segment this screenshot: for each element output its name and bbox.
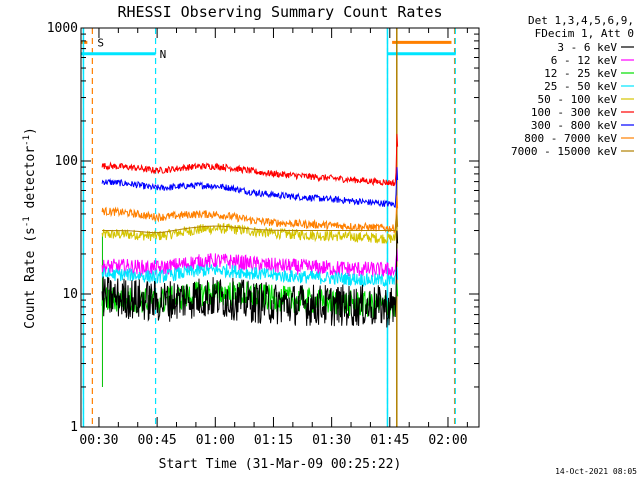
x-tick-label: 01:00 bbox=[196, 433, 235, 448]
y-axis-label-part: detector bbox=[23, 146, 38, 217]
series-line bbox=[101, 167, 399, 208]
chart-title: RHESSI Observing Summary Count Rates bbox=[117, 3, 442, 21]
y-axis-label-sup: -1 bbox=[22, 216, 32, 227]
plot-frame bbox=[80, 27, 480, 428]
series-line bbox=[101, 230, 399, 328]
y-tick-label: 100 bbox=[55, 154, 78, 169]
x-tick-label: 01:30 bbox=[312, 433, 351, 448]
y-axis-label-sup: -1 bbox=[22, 135, 32, 146]
y-axis-ticks: 1 10 100 1000 bbox=[47, 21, 479, 435]
series-line bbox=[102, 213, 399, 234]
x-axis-label: Start Time (31-Mar-09 00:25:22) bbox=[159, 457, 402, 472]
x-tick-label: 01:45 bbox=[370, 433, 409, 448]
marker-layer: SN bbox=[81, 28, 456, 427]
y-tick-label: 10 bbox=[62, 287, 78, 302]
legend-label: 50 - 100 keV bbox=[538, 93, 618, 106]
legend-header-line: FDecim 1, Att 0 bbox=[535, 27, 634, 40]
series-line bbox=[101, 133, 399, 187]
y-tick-label: 1 bbox=[70, 420, 78, 435]
legend-label: 800 - 7000 keV bbox=[524, 132, 617, 145]
x-tick-label: 01:15 bbox=[254, 433, 293, 448]
series-line bbox=[101, 264, 399, 288]
marker-label-s: S bbox=[97, 36, 104, 49]
y-tick-label: 1000 bbox=[47, 21, 78, 36]
legend-label: 100 - 300 keV bbox=[531, 106, 617, 119]
legend-label: 7000 - 15000 keV bbox=[511, 145, 617, 158]
x-tick-label: 00:30 bbox=[79, 433, 118, 448]
x-tick-label: 00:45 bbox=[138, 433, 177, 448]
marker-label-n: N bbox=[160, 48, 167, 61]
timestamp: 14-Oct-2021 08:05 bbox=[555, 467, 637, 476]
series-line bbox=[101, 248, 399, 279]
legend-label: 6 - 12 keV bbox=[551, 54, 618, 67]
x-axis-ticks: 00:30 00:45 01:00 01:15 01:30 01:45 02:00 bbox=[79, 28, 468, 448]
x-tick-label: 02:00 bbox=[428, 433, 467, 448]
legend-label: 12 - 25 keV bbox=[544, 67, 617, 80]
legend-label: 300 - 800 keV bbox=[531, 119, 617, 132]
legend-label: 3 - 6 keV bbox=[557, 41, 617, 54]
y-axis-label-part: ) bbox=[23, 127, 38, 135]
series-layer bbox=[101, 133, 399, 328]
legend-label: 25 - 50 keV bbox=[544, 80, 617, 93]
legend: Det 1,3,4,5,6,9, FDecim 1, Att 0 3 - 6 k… bbox=[511, 14, 634, 158]
y-axis-label-part: Count Rate (s bbox=[23, 227, 38, 329]
y-axis-label: Count Rate (s-1 detector-1) bbox=[22, 127, 38, 329]
series-line bbox=[101, 222, 399, 245]
series-line bbox=[101, 195, 399, 234]
legend-header-line: Det 1,3,4,5,6,9, bbox=[528, 14, 634, 27]
